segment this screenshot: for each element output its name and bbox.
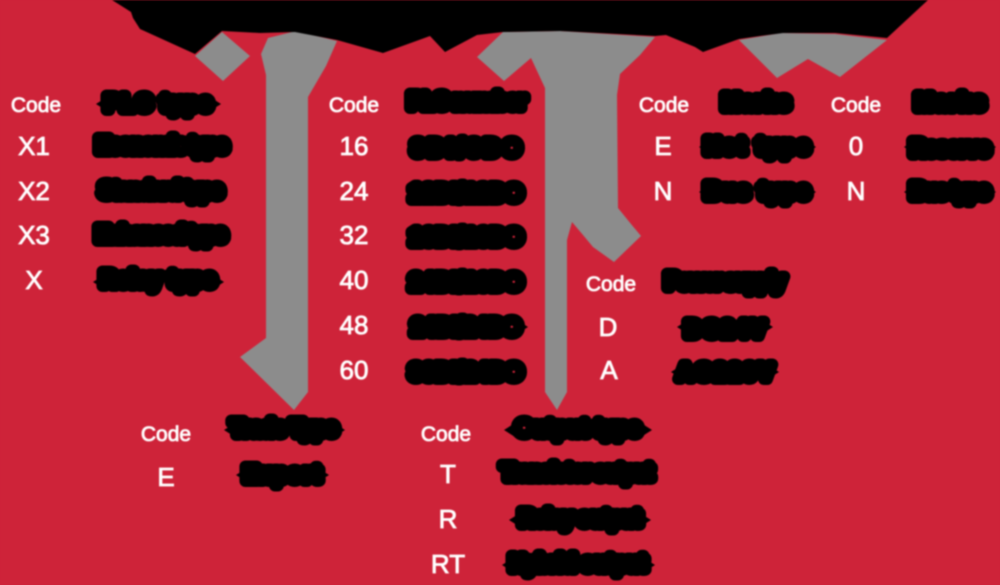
svg-text:Relay type: Relay type [101, 268, 215, 291]
svg-text:RT: RT [431, 549, 465, 579]
svg-text:24: 24 [340, 176, 369, 206]
svg-text:DC24V: DC24V [686, 318, 765, 341]
svg-text:X: X [25, 265, 42, 295]
svg-text:Code: Code [141, 423, 191, 446]
svg-text:N: N [654, 176, 673, 206]
svg-text:Trade Type: Trade Type [231, 417, 337, 440]
svg-text:Output type: Output type [516, 417, 640, 440]
svg-text:X1: X1 [18, 131, 50, 161]
svg-text:32: 32 [340, 220, 369, 250]
svg-text:Code: Code [11, 94, 61, 117]
svg-text:N: N [847, 176, 866, 206]
svg-text:Enhanced type: Enhanced type [96, 223, 226, 246]
svg-text:E: E [157, 462, 174, 492]
svg-text:40: 40 [340, 265, 369, 295]
svg-text:T: T [440, 459, 456, 489]
svg-text:Code: Code [421, 423, 471, 446]
svg-text:Reserve: Reserve [911, 137, 990, 160]
svg-text:24DI/16DO: 24DI/16DO [410, 271, 522, 294]
svg-text:Code: Code [639, 94, 689, 117]
svg-text:X3: X3 [18, 220, 50, 250]
svg-text:36DI/24DO: 36DI/24DO [410, 361, 522, 384]
svg-text:X2: X2 [18, 176, 50, 206]
svg-text:PLC number: PLC number [409, 90, 526, 113]
svg-text:16DI/16DO: 16DI/16DO [410, 226, 522, 249]
svg-text:Standard type: Standard type [100, 179, 223, 202]
svg-text:Hybrid output: Hybrid output [510, 552, 646, 575]
svg-text:60: 60 [340, 355, 369, 385]
svg-text:Marks: Marks [723, 91, 790, 114]
svg-text:12DI/12DO: 12DI/12DO [410, 182, 522, 205]
svg-text:A: A [600, 355, 618, 385]
svg-text:Code: Code [586, 273, 636, 296]
svg-text:24DI/24DO: 24DI/24DO [412, 316, 520, 339]
svg-text:Relay output: Relay output [520, 507, 641, 530]
svg-text:E: E [654, 131, 671, 161]
svg-text:16: 16 [340, 131, 369, 161]
svg-text:PLC type: PLC type [105, 92, 211, 115]
svg-text:Power supply: Power supply [666, 270, 785, 293]
svg-text:Code: Code [329, 94, 379, 117]
svg-text:Economic type: Economic type [97, 134, 228, 157]
svg-text:Code: Code [831, 94, 881, 117]
svg-text:Export: Export [244, 463, 320, 486]
svg-text:Marks: Marks [916, 91, 985, 114]
svg-text:D: D [599, 312, 618, 342]
svg-text:R: R [439, 504, 458, 534]
svg-text:0: 0 [849, 131, 863, 161]
svg-text:48: 48 [340, 310, 369, 340]
svg-text:AC220V: AC220V [678, 361, 773, 384]
svg-text:Bus type: Bus type [911, 180, 990, 203]
svg-text:Transistor output: Transistor output [502, 461, 653, 484]
